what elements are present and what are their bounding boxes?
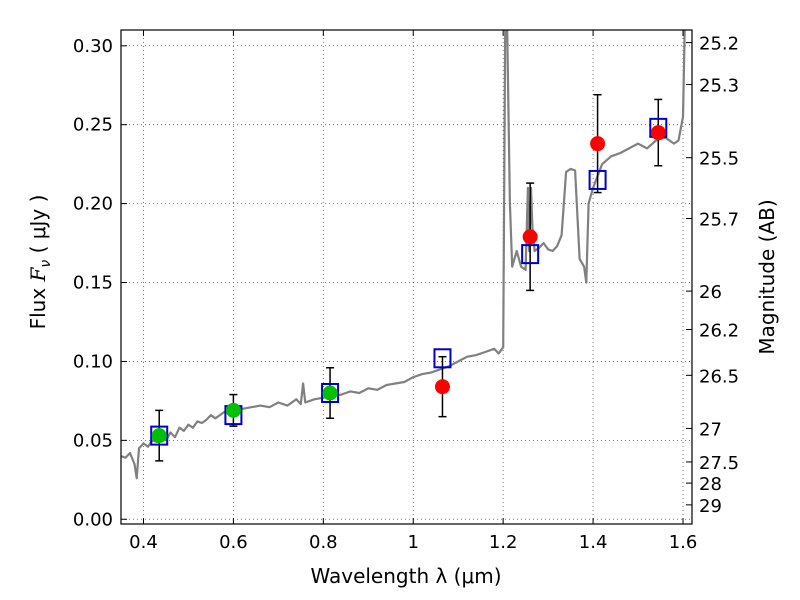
x-tick-label: 1.2 xyxy=(489,532,518,553)
model-square xyxy=(521,244,540,265)
model-square xyxy=(150,425,169,446)
right-tick-label: 26.5 xyxy=(699,366,739,387)
spectrum-line xyxy=(121,30,686,480)
model-square xyxy=(321,383,340,404)
plot-area xyxy=(121,30,686,480)
plot-background xyxy=(121,30,692,524)
red-data-point xyxy=(590,136,606,152)
right-tick-label: 27.5 xyxy=(699,453,739,474)
y-tick-label: 0.20 xyxy=(73,194,113,215)
right-tick-label: 26 xyxy=(699,282,722,303)
right-tick-label: 27 xyxy=(699,419,722,440)
y-axis-label-left: Flux Fν ( μJy ) xyxy=(26,195,54,330)
plot-frame xyxy=(120,29,693,525)
y-tick-label: 0.05 xyxy=(73,430,113,451)
x-axis-label: Wavelength λ (μm) xyxy=(310,564,501,588)
x-tick-label: 0.6 xyxy=(219,532,248,553)
x-tick-label: 1.6 xyxy=(669,532,698,553)
right-tick-label: 25.3 xyxy=(699,76,739,97)
y-tick-label: 0.25 xyxy=(73,115,113,136)
model-square xyxy=(433,348,452,369)
y-tick-label: 0.30 xyxy=(73,36,113,57)
x-tick-label: 1 xyxy=(408,532,419,553)
y-axis-label-variable: F xyxy=(26,266,50,282)
right-tick-label: 25.7 xyxy=(699,210,739,231)
x-tick-label: 0.8 xyxy=(309,532,338,553)
green-data-point xyxy=(322,385,338,401)
right-tick-label: 28 xyxy=(699,474,722,495)
right-tick-label: 25.5 xyxy=(699,149,739,170)
model-square xyxy=(588,169,607,190)
y-axis-label-right: Magnitude (AB) xyxy=(755,199,779,354)
green-data-point xyxy=(225,402,241,418)
red-data-point xyxy=(434,379,450,395)
red-data-point xyxy=(522,229,538,245)
y-tick-label: 0.00 xyxy=(73,509,113,530)
right-tick-label: 29 xyxy=(699,496,722,517)
x-axis: 0.4 0.6 0.8 1 1.2 1.4 1.6 xyxy=(129,30,697,553)
right-tick-label: 25.2 xyxy=(699,34,739,55)
green-data-point xyxy=(151,428,167,444)
spectrum-layer xyxy=(121,30,686,480)
point-layer xyxy=(151,125,666,444)
y-axis-label-text: Flux xyxy=(26,281,50,329)
y-axis-left: 0.00 0.05 0.10 0.15 0.20 0.25 0.30 xyxy=(73,36,127,530)
right-tick-label: 26.2 xyxy=(699,321,739,342)
model-square-layer xyxy=(150,117,668,446)
y-tick-label: 0.15 xyxy=(73,273,113,294)
y-axis-label-subscript: ν xyxy=(38,260,54,268)
y-tick-label: 0.10 xyxy=(73,351,113,372)
y-axis-label-unit: ( μJy ) xyxy=(26,195,50,260)
x-tick-label: 1.4 xyxy=(579,532,608,553)
red-data-point xyxy=(650,125,666,141)
x-tick-label: 0.4 xyxy=(129,532,158,553)
